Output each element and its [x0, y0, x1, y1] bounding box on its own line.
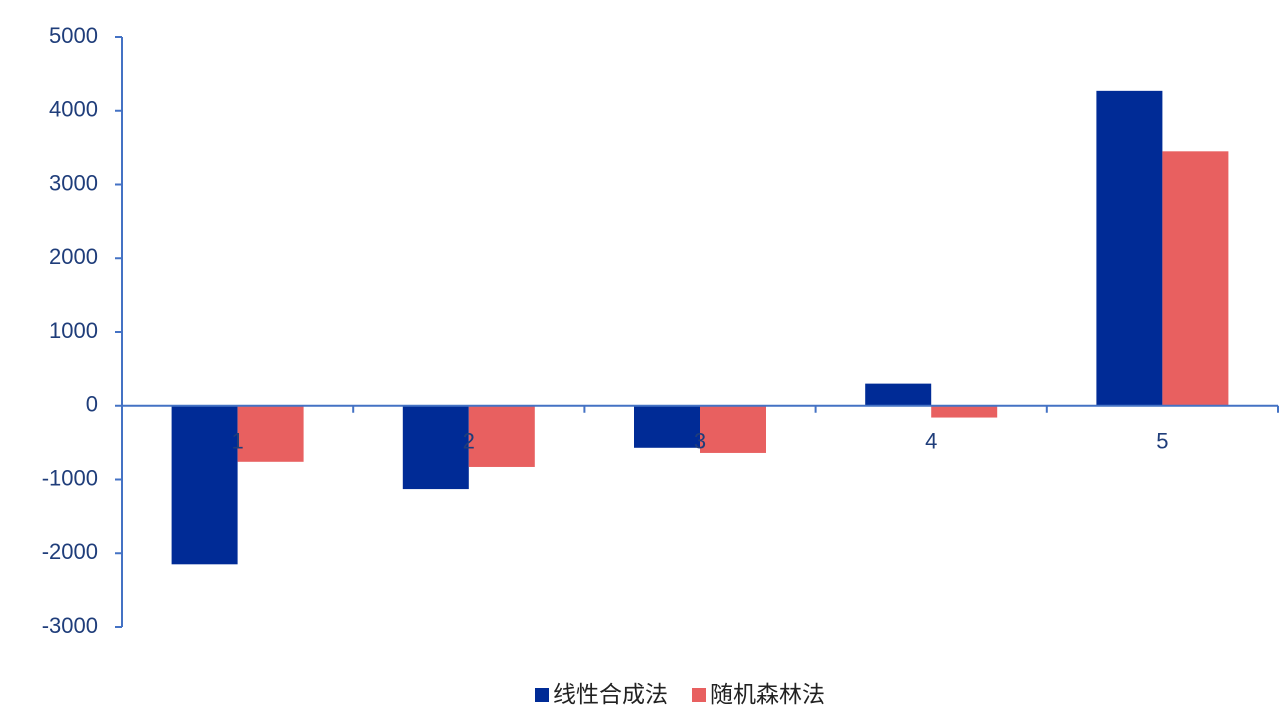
legend: 线性合成法 随机森林法 — [535, 681, 825, 707]
legend-swatch — [692, 688, 706, 702]
y-tick-label: -3000 — [42, 613, 98, 638]
legend-label: 线性合成法 — [553, 681, 668, 707]
x-tick-label: 1 — [231, 429, 243, 454]
y-tick-label: 5000 — [49, 23, 98, 48]
y-tick-label: 3000 — [49, 170, 98, 195]
y-tick-label: -2000 — [42, 539, 98, 564]
legend-swatch — [535, 688, 549, 702]
x-tick-label: 2 — [463, 429, 475, 454]
legend-label: 随机森林法 — [710, 681, 825, 707]
bar — [931, 405, 998, 418]
bar — [171, 405, 238, 565]
bar — [468, 405, 535, 467]
bar — [402, 405, 469, 490]
y-tick-label: 0 — [86, 392, 98, 417]
y-tick-label: 4000 — [49, 97, 98, 122]
bar — [1162, 151, 1229, 406]
y-tick-label: 1000 — [49, 318, 98, 343]
bar — [865, 383, 932, 406]
bar — [634, 405, 700, 448]
x-tick-label: 5 — [1156, 429, 1168, 454]
x-tick-label: 3 — [694, 429, 706, 454]
bar — [1096, 90, 1163, 406]
y-tick-label: -1000 — [42, 465, 98, 490]
bar — [700, 405, 766, 453]
x-tick-label: 4 — [925, 429, 937, 454]
bar — [237, 405, 304, 462]
y-tick-label: 2000 — [49, 244, 98, 269]
